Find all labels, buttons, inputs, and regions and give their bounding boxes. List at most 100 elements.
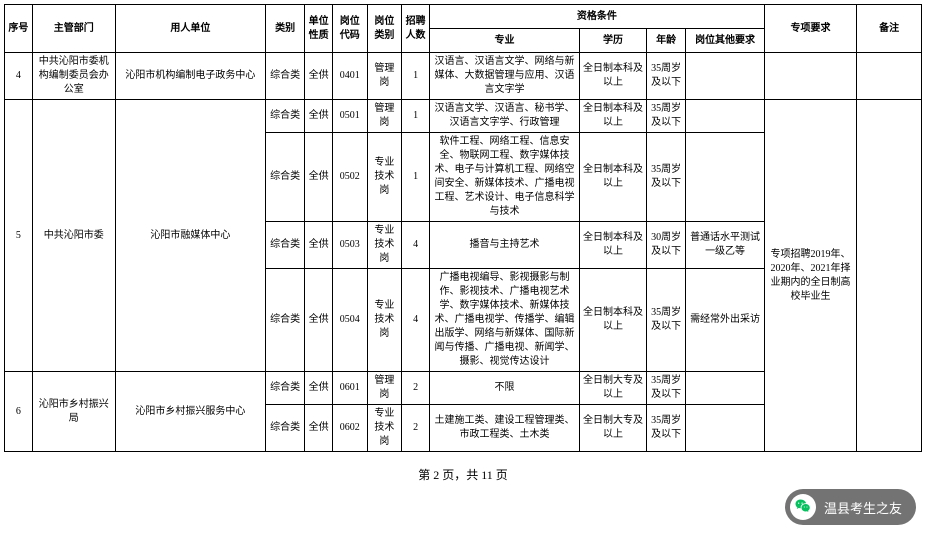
cell-major: 汉语言、汉语言文学、网络与新媒体、大数据管理与应用、汉语言文字学 — [429, 53, 579, 100]
cell-special — [764, 53, 856, 100]
cell-other — [686, 53, 765, 100]
cell-remark — [857, 53, 922, 100]
cell-special: 专项招聘2019年、2020年、2021年择业期内的全日制高校毕业生 — [764, 100, 856, 452]
cell-other: 普通话水平测试一级乙等 — [686, 222, 765, 269]
table-row: 4 中共沁阳市委机构编制委员会办公室 沁阳市机构编制电子政务中心 综合类 全供 … — [5, 53, 922, 100]
wechat-badge[interactable]: 温县考生之友 — [785, 489, 916, 525]
wechat-name: 温县考生之友 — [824, 498, 902, 517]
cell-edu: 全日制大专及以上 — [580, 405, 647, 452]
cell-major: 软件工程、网络工程、信息安全、物联网工程、数字媒体技术、电子与计算机工程、网络空… — [429, 133, 579, 222]
header-nature: 单位性质 — [305, 5, 333, 53]
cell-code: 0503 — [332, 222, 367, 269]
cell-count: 4 — [402, 269, 430, 372]
cell-count: 1 — [402, 53, 430, 100]
header-dept: 主管部门 — [32, 5, 115, 53]
cell-major: 土建施工类、建设工程管理类、市政工程类、土木类 — [429, 405, 579, 452]
header-edu: 学历 — [580, 29, 647, 53]
cell-category: 综合类 — [265, 53, 304, 100]
cell-nature: 全供 — [305, 133, 333, 222]
cell-code: 0504 — [332, 269, 367, 372]
wechat-avatar-icon — [790, 494, 816, 520]
cell-major: 广播电视编导、影视摄影与制作、影视技术、广播电视艺术学、数字媒体技术、新媒体技术… — [429, 269, 579, 372]
cell-employer: 沁阳市乡村振兴服务中心 — [115, 372, 265, 452]
header-count: 招聘人数 — [402, 5, 430, 53]
cell-nature: 全供 — [305, 100, 333, 133]
cell-dept: 中共沁阳市委机构编制委员会办公室 — [32, 53, 115, 100]
header-major: 专业 — [429, 29, 579, 53]
recruitment-table-container: 序号 主管部门 用人单位 类别 单位性质 岗位代码 岗位类别 招聘人数 资格条件… — [0, 0, 926, 487]
cell-edu: 全日制大专及以上 — [580, 372, 647, 405]
cell-nature: 全供 — [305, 405, 333, 452]
cell-dept: 中共沁阳市委 — [32, 100, 115, 372]
cell-category: 综合类 — [265, 269, 304, 372]
cell-code: 0502 — [332, 133, 367, 222]
cell-dept: 沁阳市乡村振兴局 — [32, 372, 115, 452]
cell-age: 35周岁及以下 — [647, 53, 686, 100]
cell-edu: 全日制本科及以上 — [580, 222, 647, 269]
header-code: 岗位代码 — [332, 5, 367, 53]
cell-remark — [857, 100, 922, 452]
cell-age: 35周岁及以下 — [647, 269, 686, 372]
cell-category: 综合类 — [265, 133, 304, 222]
header-age: 年龄 — [647, 29, 686, 53]
header-remark: 备注 — [857, 5, 922, 53]
header-qualifications: 资格条件 — [429, 5, 764, 29]
cell-count: 2 — [402, 372, 430, 405]
header-employer: 用人单位 — [115, 5, 265, 53]
cell-age: 35周岁及以下 — [647, 133, 686, 222]
cell-other — [686, 100, 765, 133]
cell-nature: 全供 — [305, 372, 333, 405]
cell-edu: 全日制本科及以上 — [580, 269, 647, 372]
header-other: 岗位其他要求 — [686, 29, 765, 53]
cell-major: 不限 — [429, 372, 579, 405]
cell-seq: 6 — [5, 372, 33, 452]
cell-type: 管理岗 — [367, 53, 402, 100]
header-special: 专项要求 — [764, 5, 856, 53]
header-type: 岗位类别 — [367, 5, 402, 53]
cell-type: 专业技术岗 — [367, 133, 402, 222]
cell-age: 35周岁及以下 — [647, 100, 686, 133]
cell-count: 4 — [402, 222, 430, 269]
cell-other — [686, 405, 765, 452]
cell-type: 管理岗 — [367, 372, 402, 405]
cell-employer: 沁阳市机构编制电子政务中心 — [115, 53, 265, 100]
cell-code: 0602 — [332, 405, 367, 452]
cell-edu: 全日制本科及以上 — [580, 100, 647, 133]
cell-category: 综合类 — [265, 222, 304, 269]
cell-code: 0401 — [332, 53, 367, 100]
cell-count: 2 — [402, 405, 430, 452]
table-header: 序号 主管部门 用人单位 类别 单位性质 岗位代码 岗位类别 招聘人数 资格条件… — [5, 5, 922, 53]
cell-category: 综合类 — [265, 372, 304, 405]
cell-code: 0501 — [332, 100, 367, 133]
cell-other: 需经常外出采访 — [686, 269, 765, 372]
header-seq: 序号 — [5, 5, 33, 53]
cell-major: 汉语言文学、汉语言、秘书学、汉语言文字学、行政管理 — [429, 100, 579, 133]
cell-age: 35周岁及以下 — [647, 372, 686, 405]
cell-count: 1 — [402, 133, 430, 222]
cell-category: 综合类 — [265, 405, 304, 452]
cell-age: 35周岁及以下 — [647, 405, 686, 452]
recruitment-table: 序号 主管部门 用人单位 类别 单位性质 岗位代码 岗位类别 招聘人数 资格条件… — [4, 4, 922, 452]
cell-other — [686, 372, 765, 405]
cell-employer: 沁阳市融媒体中心 — [115, 100, 265, 372]
cell-count: 1 — [402, 100, 430, 133]
header-category: 类别 — [265, 5, 304, 53]
table-row: 5 中共沁阳市委 沁阳市融媒体中心 综合类 全供 0501 管理岗 1 汉语言文… — [5, 100, 922, 133]
cell-seq: 5 — [5, 100, 33, 372]
table-body: 4 中共沁阳市委机构编制委员会办公室 沁阳市机构编制电子政务中心 综合类 全供 … — [5, 53, 922, 452]
cell-type: 专业技术岗 — [367, 269, 402, 372]
cell-edu: 全日制本科及以上 — [580, 133, 647, 222]
cell-seq: 4 — [5, 53, 33, 100]
pagination-text: 第 2 页，共 11 页 — [4, 466, 922, 483]
cell-age: 30周岁及以下 — [647, 222, 686, 269]
cell-other — [686, 133, 765, 222]
cell-type: 专业技术岗 — [367, 405, 402, 452]
cell-type: 管理岗 — [367, 100, 402, 133]
cell-nature: 全供 — [305, 269, 333, 372]
cell-code: 0601 — [332, 372, 367, 405]
cell-edu: 全日制本科及以上 — [580, 53, 647, 100]
cell-nature: 全供 — [305, 222, 333, 269]
cell-major: 播音与主持艺术 — [429, 222, 579, 269]
cell-category: 综合类 — [265, 100, 304, 133]
cell-nature: 全供 — [305, 53, 333, 100]
